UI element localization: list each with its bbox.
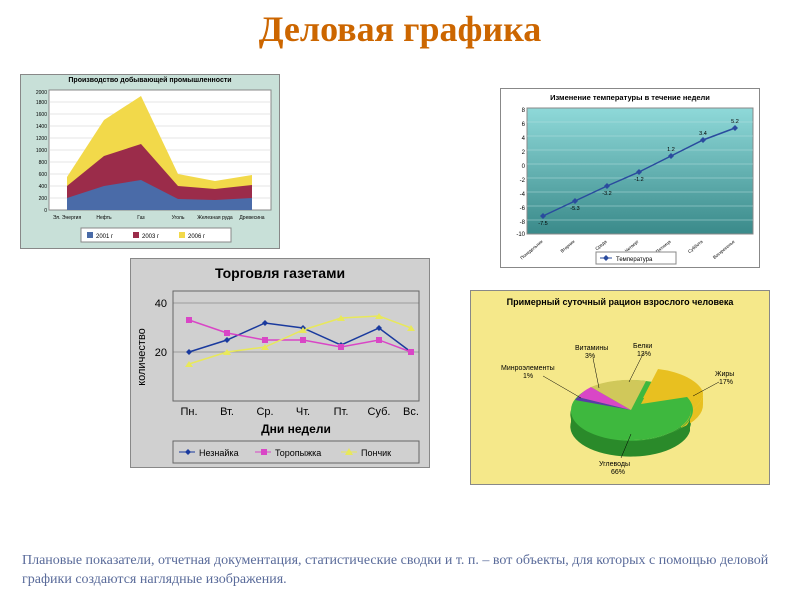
svg-text:Дни недели: Дни недели xyxy=(261,422,331,436)
temp-chart-svg: 864 20-2 -4-6-8 -10 -7.5 -5.3 -3.2 -1.2 … xyxy=(501,104,761,266)
svg-text:2: 2 xyxy=(522,150,526,156)
svg-text:4: 4 xyxy=(522,136,526,142)
svg-text:Пн.: Пн. xyxy=(180,406,197,418)
svg-text:2006 г: 2006 г xyxy=(188,234,206,240)
svg-text:Нефть: Нефть xyxy=(96,215,112,221)
svg-text:1%: 1% xyxy=(523,373,533,380)
newspaper-chart-title: Торговля газетами xyxy=(131,259,429,287)
svg-text:Эл. Энергия: Эл. Энергия xyxy=(53,215,82,221)
pie-chart-svg: Минроэлементы1% Витамины3% Белки13% Жиры… xyxy=(471,310,771,478)
svg-text:Вт.: Вт. xyxy=(220,406,234,418)
svg-text:Суббота: Суббота xyxy=(687,239,704,254)
svg-text:3.4: 3.4 xyxy=(699,131,707,137)
svg-text:Четверг: Четверг xyxy=(624,239,640,254)
svg-text:Вс.: Вс. xyxy=(403,406,419,418)
footer-text: Плановые показатели, отчетная документац… xyxy=(22,552,778,590)
svg-text:-6: -6 xyxy=(520,206,526,212)
svg-text:-1.2: -1.2 xyxy=(634,177,643,183)
svg-text:5.2: 5.2 xyxy=(731,119,739,125)
svg-text:200: 200 xyxy=(39,196,48,202)
svg-text:0: 0 xyxy=(522,164,526,170)
svg-text:-2: -2 xyxy=(520,178,526,184)
svg-text:66%: 66% xyxy=(611,469,625,476)
area-chart: Производство добывающей промышленности 0… xyxy=(20,74,280,249)
svg-text:6: 6 xyxy=(522,122,526,128)
svg-text:Суб.: Суб. xyxy=(368,406,391,418)
svg-text:количество: количество xyxy=(136,328,148,386)
svg-text:2000: 2000 xyxy=(36,90,47,96)
svg-text:13%: 13% xyxy=(637,351,651,358)
svg-text:Древесина: Древесина xyxy=(239,215,264,221)
svg-text:-4: -4 xyxy=(520,192,526,198)
svg-text:1.2: 1.2 xyxy=(667,147,675,153)
page-title: Деловая графика xyxy=(0,8,800,50)
svg-text:600: 600 xyxy=(39,172,48,178)
svg-text:Уголь: Уголь xyxy=(172,215,185,221)
svg-text:2003 г: 2003 г xyxy=(142,234,160,240)
svg-text:Воскресенье: Воскресенье xyxy=(712,239,736,260)
label-vitamins: Витамины xyxy=(575,345,608,352)
svg-text:2001 г: 2001 г xyxy=(96,234,114,240)
temp-chart-title: Изменение температуры в течение недели xyxy=(501,89,759,104)
svg-text:Чт.: Чт. xyxy=(296,406,310,418)
svg-text:Понедельник: Понедельник xyxy=(519,239,543,261)
svg-text:Незнайка: Незнайка xyxy=(199,448,239,458)
svg-text:1200: 1200 xyxy=(36,136,47,142)
area-chart-svg: 0 200 400 600 800 1000 1200 1400 1600 1800 2000… xyxy=(21,86,281,246)
svg-text:Ср.: Ср. xyxy=(256,406,273,418)
svg-text:8: 8 xyxy=(522,108,526,114)
svg-text:0: 0 xyxy=(44,208,47,214)
svg-text:Температура: Температура xyxy=(616,257,653,263)
svg-text:800: 800 xyxy=(39,160,48,166)
svg-text:-10: -10 xyxy=(516,232,525,238)
temp-chart: Изменение температуры в течение недели 8… xyxy=(500,88,760,268)
pie-chart: Примерный суточный рацион взрослого чело… xyxy=(470,290,770,485)
svg-text:1000: 1000 xyxy=(36,148,47,154)
svg-text:1400: 1400 xyxy=(36,124,47,130)
svg-text:Торопыжка: Торопыжка xyxy=(275,448,321,458)
svg-text:-3.2: -3.2 xyxy=(602,191,611,197)
pie-chart-title: Примерный суточный рацион взрослого чело… xyxy=(471,291,769,310)
svg-text:Среда: Среда xyxy=(594,239,608,252)
label-micro: Минроэлементы xyxy=(501,365,555,372)
svg-text:Железная руда: Железная руда xyxy=(197,215,233,221)
label-fats: Жиры xyxy=(715,371,734,378)
svg-text:Пт.: Пт. xyxy=(334,406,349,418)
newspaper-chart: Торговля газетами 20 40 количество Пн. В… xyxy=(130,258,430,468)
svg-text:17%: 17% xyxy=(719,379,733,386)
label-carbs: Углеводы xyxy=(599,461,630,468)
area-chart-title: Производство добывающей промышленности xyxy=(21,75,279,86)
svg-text:3%: 3% xyxy=(585,353,595,360)
newspaper-chart-svg: 20 40 количество Пн. Вт. Ср. Чт. Пт. Суб… xyxy=(131,287,431,467)
svg-text:400: 400 xyxy=(39,184,48,190)
svg-text:Пончик: Пончик xyxy=(361,448,391,458)
svg-text:40: 40 xyxy=(155,298,167,310)
svg-text:20: 20 xyxy=(155,347,167,359)
svg-text:1800: 1800 xyxy=(36,100,47,106)
svg-text:-5.3: -5.3 xyxy=(570,206,579,212)
svg-text:Газ: Газ xyxy=(137,215,145,221)
svg-text:Вторник: Вторник xyxy=(560,239,576,254)
label-proteins: Белки xyxy=(633,343,652,350)
svg-text:-8: -8 xyxy=(520,220,526,226)
svg-text:1600: 1600 xyxy=(36,112,47,118)
svg-text:-7.5: -7.5 xyxy=(538,221,547,227)
